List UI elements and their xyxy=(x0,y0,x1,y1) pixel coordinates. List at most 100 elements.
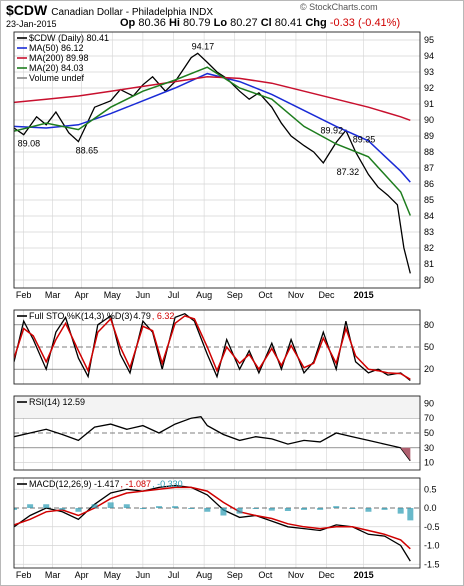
x-tick-label: Mar xyxy=(45,290,61,300)
macd-histogram-bar xyxy=(172,506,179,508)
legend-entry: MA(20) 84.03 xyxy=(29,63,84,73)
macd-histogram-bar xyxy=(236,508,243,514)
y-tick-label: 30 xyxy=(424,443,434,453)
x-tick-label: Dec xyxy=(319,570,336,580)
y-tick-label: 0.5 xyxy=(424,484,437,494)
macd-histogram-bar xyxy=(397,508,404,514)
y-tick-label: 50 xyxy=(424,428,434,438)
y-tick-label: 20 xyxy=(424,364,434,374)
series-line--k xyxy=(14,312,411,382)
instrument-name: Canadian Dollar - Philadelphia INDX xyxy=(51,7,213,18)
legend-entry: Full STO %K(14,3) %D(3) xyxy=(29,311,132,321)
x-tick-label: Feb xyxy=(16,290,32,300)
x-tick-label: Nov xyxy=(288,570,305,580)
legend-entry: MA(50) 86.12 xyxy=(29,43,84,53)
macd-histogram-bar xyxy=(284,508,291,511)
y-tick-label: 80 xyxy=(424,275,434,285)
x-tick-label: May xyxy=(104,570,122,580)
legend-entry: Volume undef xyxy=(29,73,85,83)
legend-entry: RSI(14) 12.59 xyxy=(29,397,85,407)
y-tick-label: -0.5 xyxy=(424,522,440,532)
legend-entry: , -1.087 xyxy=(121,479,152,489)
series-line--cdw-daily- xyxy=(14,52,411,274)
y-tick-label: 92 xyxy=(424,83,434,93)
legend-entry: 4.79 xyxy=(133,311,151,321)
y-tick-label: 86 xyxy=(424,179,434,189)
series-line-ma-50- xyxy=(14,72,411,183)
x-tick-label: 2015 xyxy=(354,570,374,580)
ohlc-bar: Op 80.36 Hi 80.79 Lo 80.27 Cl 80.41 Chg … xyxy=(120,17,400,29)
x-tick-label: Sep xyxy=(227,290,243,300)
y-tick-label: 70 xyxy=(424,413,434,423)
macd-histogram-bar xyxy=(204,508,211,512)
x-tick-label: Jul xyxy=(168,570,180,580)
macd-histogram-bar xyxy=(188,508,195,509)
close-value: 80.41 xyxy=(274,17,303,29)
rsi-oversold-fill xyxy=(400,447,411,461)
macd-histogram-bar xyxy=(220,508,227,516)
x-tick-label: Apr xyxy=(75,570,89,580)
macd-histogram-bar xyxy=(301,508,307,510)
macd-histogram-bar xyxy=(268,508,275,511)
y-tick-label: -1.5 xyxy=(424,559,440,569)
panel-border xyxy=(13,477,421,569)
x-tick-label: Nov xyxy=(288,290,305,300)
y-tick-label: 85 xyxy=(424,195,434,205)
y-tick-label: 95 xyxy=(424,35,434,45)
series-line-rsi-14- xyxy=(14,415,411,462)
macd-histogram-bar xyxy=(252,508,259,509)
x-tick-label: Dec xyxy=(319,290,336,300)
panel-border xyxy=(13,309,421,385)
x-tick-label: Jul xyxy=(168,290,180,300)
site-watermark: © StockCharts.com xyxy=(300,2,378,12)
macd-histogram-bar xyxy=(107,502,114,508)
y-tick-label: 82 xyxy=(424,243,434,253)
y-tick-label: 89 xyxy=(424,131,434,141)
x-tick-label: Aug xyxy=(196,290,212,300)
legend-entry: , -0.330 xyxy=(152,479,183,489)
y-tick-label: 91 xyxy=(424,99,434,109)
macd-histogram-bar xyxy=(156,506,162,508)
y-tick-label: 50 xyxy=(424,342,434,352)
chart-title: $CDW Canadian Dollar - Philadelphia INDX xyxy=(6,2,213,18)
legend-entry: MACD(12,26,9) -1.417 xyxy=(29,479,120,489)
legend-entry: , 6.32 xyxy=(152,311,175,321)
macd-histogram-bar xyxy=(91,504,98,508)
low-label: Lo xyxy=(213,17,228,29)
price-annotation: 94.17 xyxy=(192,41,215,51)
macd-histogram-bar xyxy=(349,508,356,509)
series-line-signal xyxy=(14,486,411,550)
y-tick-label: 94 xyxy=(424,51,434,61)
y-tick-label: 84 xyxy=(424,211,434,221)
x-tick-label: Mar xyxy=(45,570,61,580)
macd-histogram-bar xyxy=(139,508,146,509)
x-tick-label: Oct xyxy=(258,570,273,580)
macd-histogram-bar xyxy=(381,508,388,510)
y-tick-label: -1.0 xyxy=(424,541,440,551)
x-tick-label: Aug xyxy=(196,570,212,580)
y-tick-label: 87 xyxy=(424,163,434,173)
x-tick-label: Feb xyxy=(16,570,32,580)
macd-histogram-bar xyxy=(14,508,17,510)
y-tick-label: 93 xyxy=(424,67,434,77)
series-line-macd xyxy=(14,484,411,562)
y-tick-label: 81 xyxy=(424,259,434,269)
chg-label: Chg xyxy=(305,17,327,29)
price-annotation: 89.08 xyxy=(18,139,41,149)
close-label: Cl xyxy=(260,17,272,29)
y-tick-label: 80 xyxy=(424,320,434,330)
legend-entry: $CDW (Daily) 80.41 xyxy=(29,33,109,43)
x-tick-label: 2015 xyxy=(354,290,374,300)
open-label: Op xyxy=(120,17,136,29)
low-value: 80.27 xyxy=(230,17,258,29)
x-tick-label: Apr xyxy=(75,290,89,300)
rsi-overbought-zone xyxy=(14,396,420,419)
macd-histogram-bar xyxy=(43,504,50,508)
macd-histogram-bar xyxy=(365,508,372,512)
symbol: $CDW xyxy=(6,2,48,18)
legend-entry: MA(200) 89.98 xyxy=(29,53,89,63)
series-line--d xyxy=(14,315,411,380)
y-tick-label: 83 xyxy=(424,227,434,237)
series-line-ma-200- xyxy=(14,76,411,122)
